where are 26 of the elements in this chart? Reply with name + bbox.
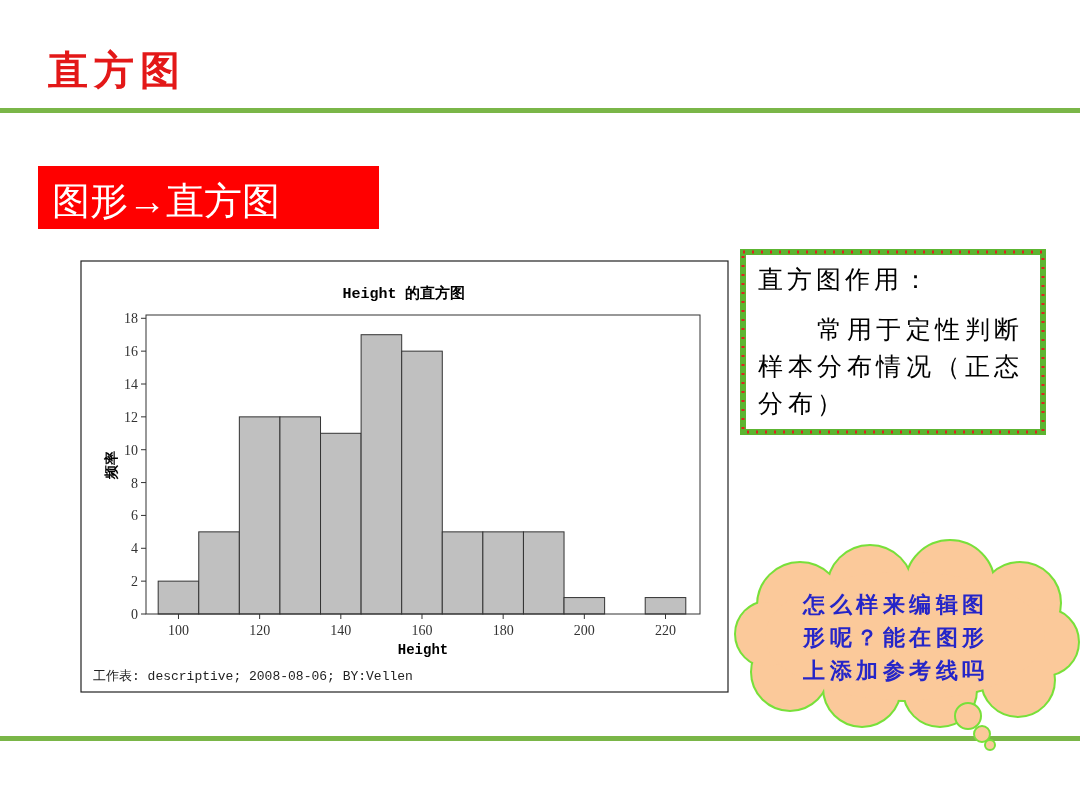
x-tick-label: 220 <box>655 623 676 638</box>
chart-title: Height 的直方图 <box>342 284 466 303</box>
y-tick-label: 16 <box>124 344 138 360</box>
x-tick-label: 120 <box>249 623 271 638</box>
y-tick-label: 8 <box>131 475 138 491</box>
y-tick-label: 10 <box>124 442 138 458</box>
text: 直方图 <box>47 48 186 93</box>
y-tick-label: 14 <box>124 377 138 392</box>
y-tick-label: 4 <box>131 541 138 557</box>
text: 图形→直方图 <box>52 180 280 222</box>
x-tick-label: 140 <box>330 623 352 638</box>
x-tick-label: 180 <box>492 623 514 638</box>
text: 直方图作用： <box>758 266 932 293</box>
y-tick-label: 2 <box>131 574 138 590</box>
x-tick-label: 100 <box>167 623 189 638</box>
y-tick-label: 6 <box>131 508 138 524</box>
text: 常用于定性判断样本分布情况（正态分布） <box>758 316 1024 417</box>
y-tick-label: 18 <box>124 311 138 327</box>
x-tick-label: 200 <box>573 623 595 638</box>
y-axis-title: 频率 <box>103 450 120 480</box>
x-tick-label: 160 <box>411 623 433 638</box>
text: 怎么样来编辑图形呢？能在图形上添加参考线吗 <box>802 592 989 683</box>
y-tick-label: 12 <box>124 409 138 425</box>
y-tick-label: 0 <box>131 607 138 622</box>
x-axis-title: Height <box>397 642 449 658</box>
text: 工作表: descriptive; 2008-08-06; BY:Vellen <box>93 669 413 684</box>
